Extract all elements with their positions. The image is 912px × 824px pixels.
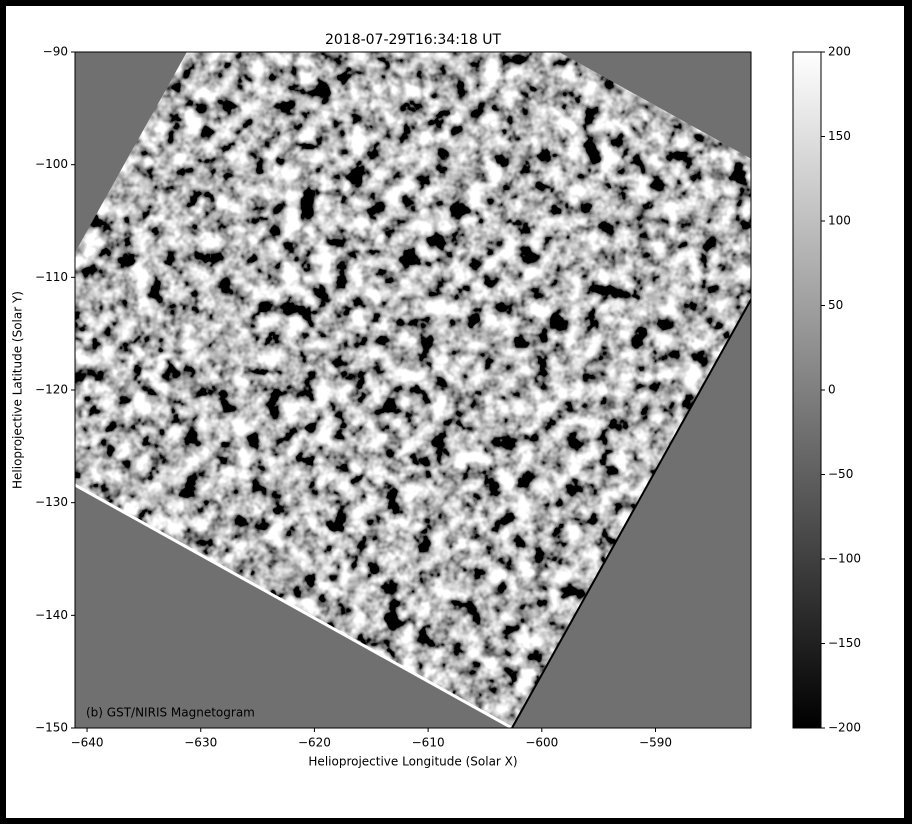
x-tick-label: −620 xyxy=(298,736,331,750)
x-axis-label: Helioprojective Longitude (Solar X) xyxy=(308,755,517,769)
y-tick-label: −90 xyxy=(43,45,68,59)
x-tick-label: −590 xyxy=(639,736,672,750)
colorbar-tick-label: −100 xyxy=(828,552,861,566)
figure: 2018-07-29T16:34:18 UT Helioprojective L… xyxy=(0,0,912,824)
y-tick-label: −130 xyxy=(35,495,68,509)
annotation: (b) GST/NIRIS Magnetogram xyxy=(86,706,255,720)
colorbar xyxy=(793,52,821,728)
y-axis-label: Helioprojective Latitude (Solar Y) xyxy=(11,291,25,489)
chart-title: 2018-07-29T16:34:18 UT xyxy=(325,32,501,48)
colorbar-tick-label: 150 xyxy=(828,129,851,143)
colorbar-tick-label: −150 xyxy=(828,636,861,650)
colorbar-tick-label: 100 xyxy=(828,214,851,228)
colorbar-tick-label: 200 xyxy=(828,45,851,59)
y-tick-label: −120 xyxy=(35,383,68,397)
y-tick-label: −140 xyxy=(35,608,68,622)
y-tick-label: −150 xyxy=(35,721,68,735)
colorbar-tick-label: −50 xyxy=(828,467,853,481)
x-tick-label: −640 xyxy=(71,736,104,750)
x-tick-label: −600 xyxy=(525,736,558,750)
y-tick-label: −110 xyxy=(35,270,68,284)
y-tick-label: −100 xyxy=(35,157,68,171)
colorbar-tick-label: 50 xyxy=(828,298,843,312)
x-tick-label: −610 xyxy=(412,736,445,750)
colorbar-tick-label: −200 xyxy=(828,721,861,735)
colorbar-tick-label: 0 xyxy=(828,383,836,397)
x-tick-label: −630 xyxy=(184,736,217,750)
